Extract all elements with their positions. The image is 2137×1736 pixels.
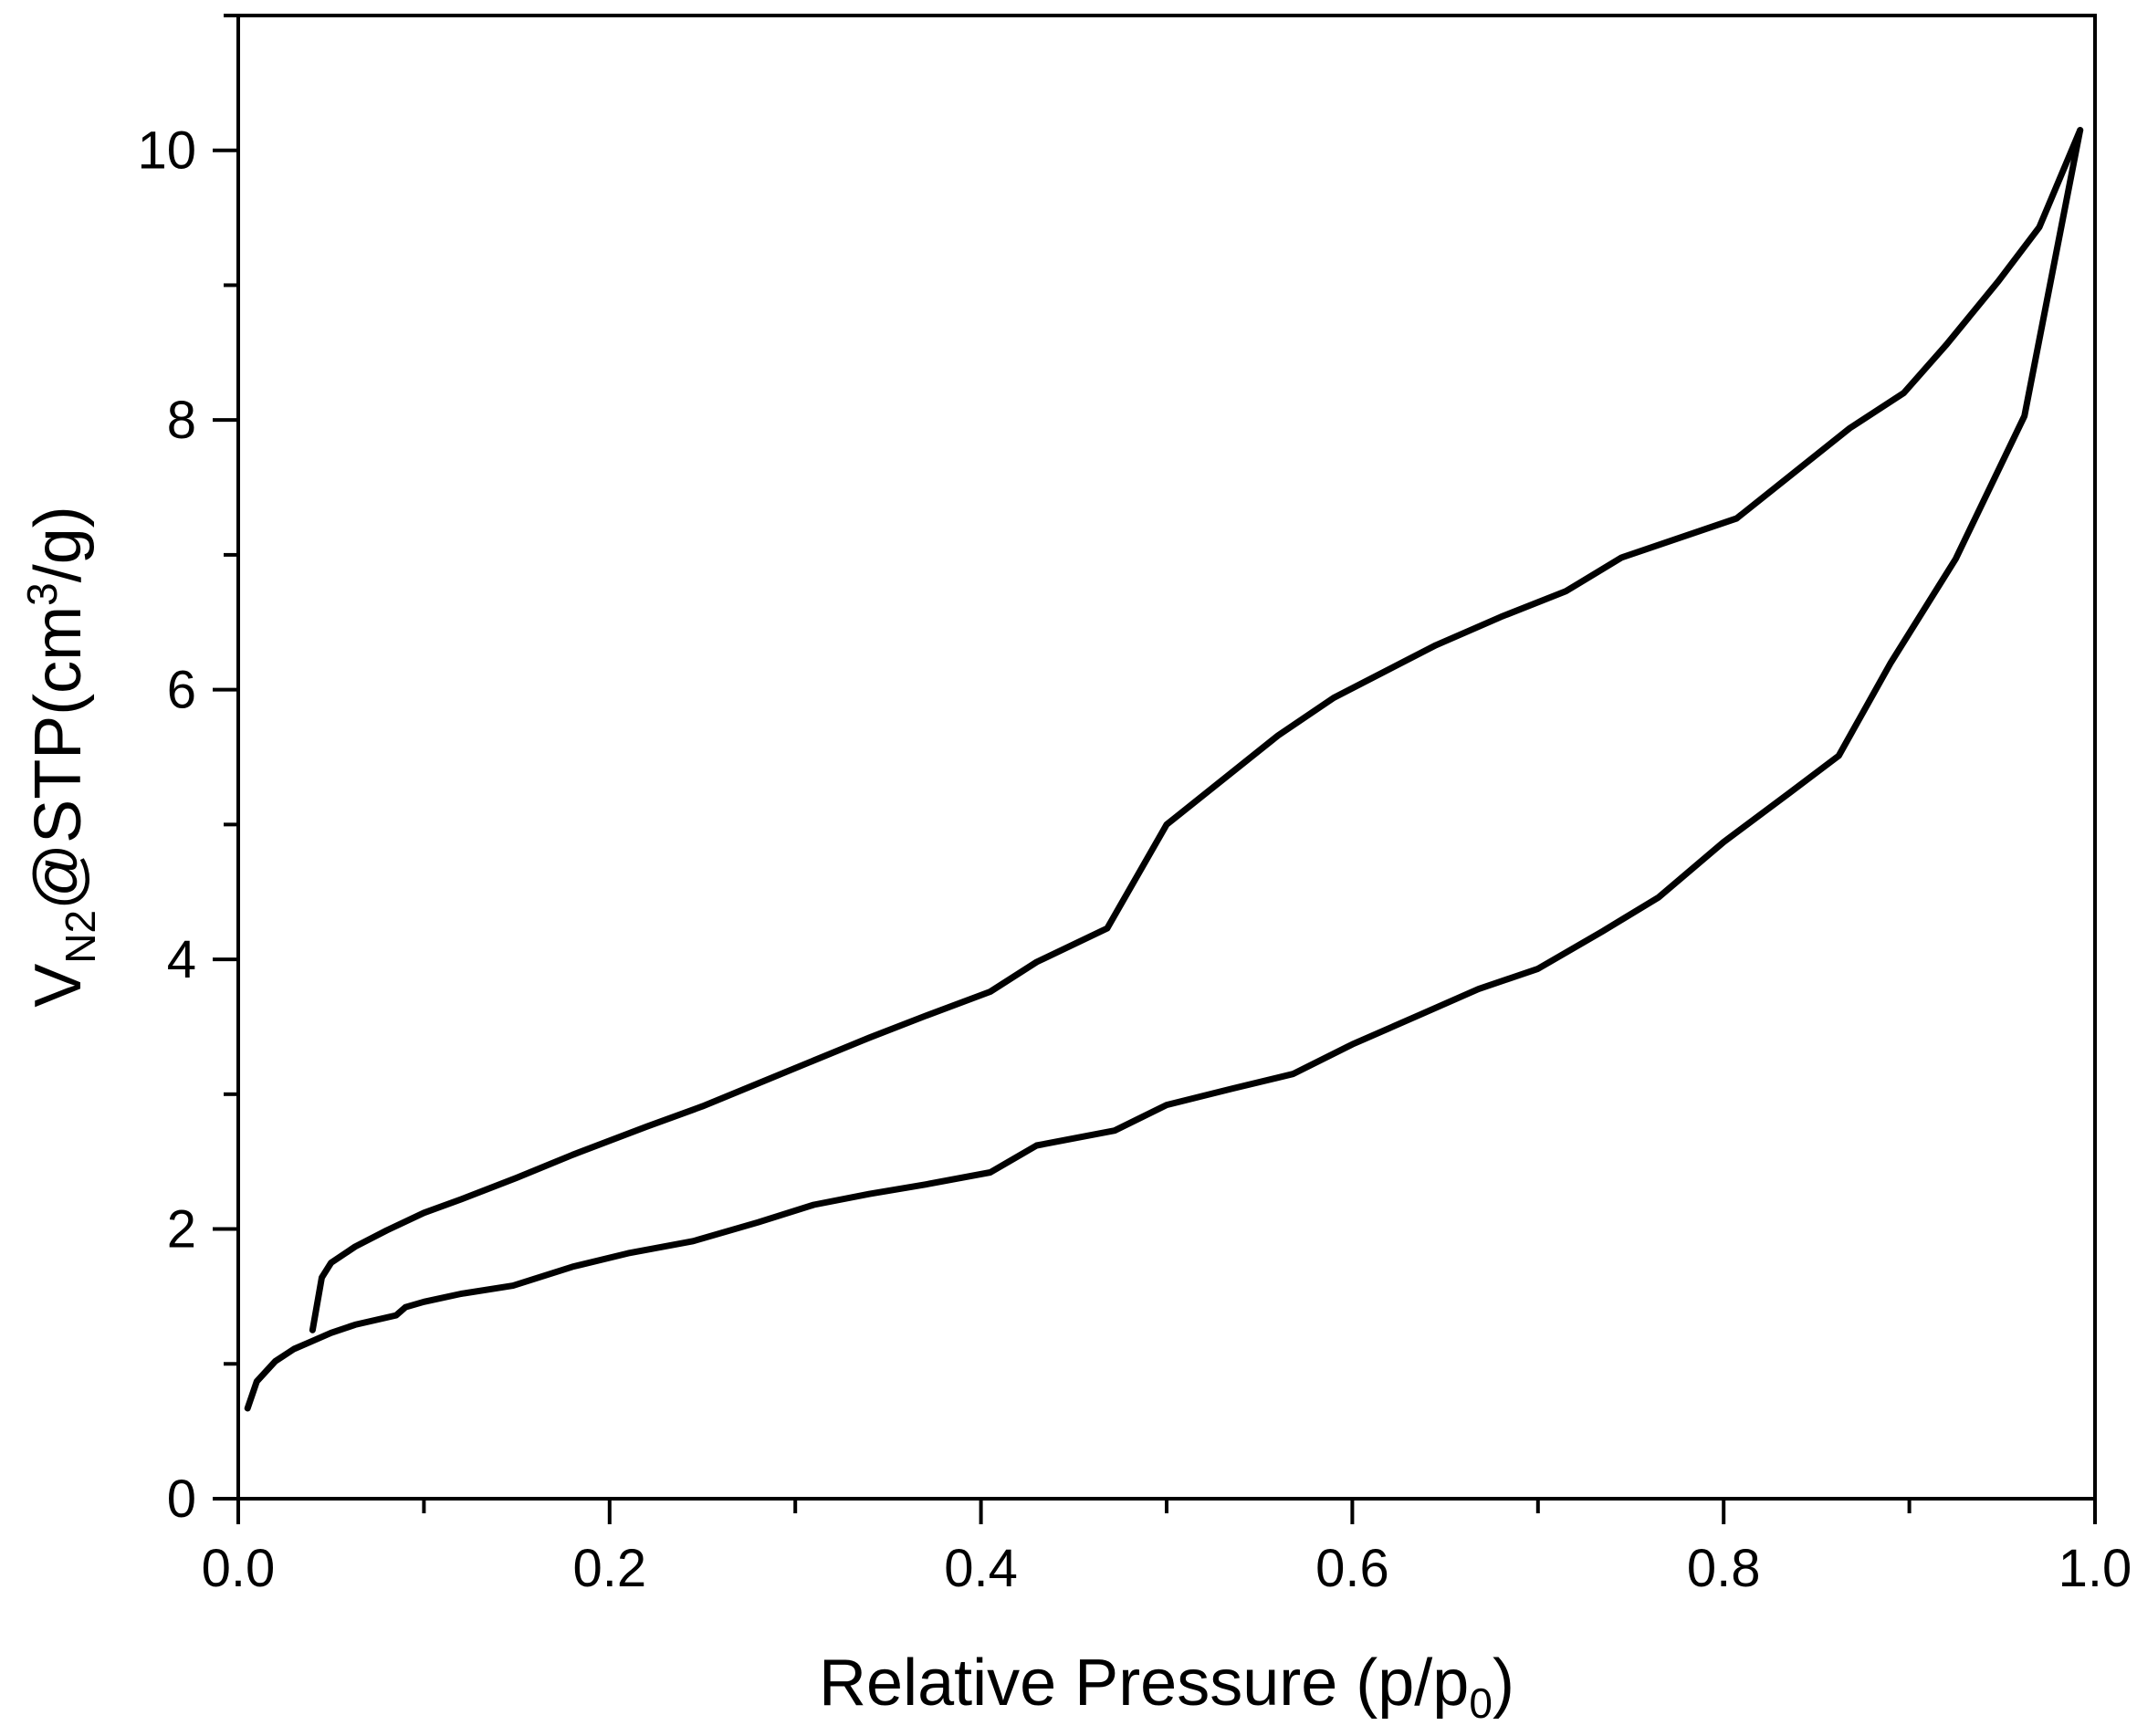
x-tick-label: 0.6 [1315, 1539, 1389, 1598]
x-axis-title: Relative Pressure (p/p0) [819, 1647, 1514, 1727]
adsorption-curve [244, 127, 2084, 1412]
series-group [244, 127, 2084, 1412]
desorption-curve [309, 127, 2084, 1333]
x-axis-title-main: Relative Pressure (p/p [819, 1647, 1469, 1720]
x-tick-label: 0.4 [944, 1539, 1018, 1598]
x-tick-label: 0.0 [202, 1539, 276, 1598]
x-tick-label: 0.8 [1687, 1539, 1761, 1598]
y-tick-label: 2 [167, 1200, 196, 1260]
y-tick-label: 4 [167, 930, 196, 989]
y-tick-label: 0 [167, 1469, 196, 1529]
y-tick-label: 10 [137, 121, 196, 181]
y-tick-label: 6 [167, 661, 196, 720]
y-axis-title-subscript: N2 [57, 910, 104, 964]
y-axis-title-mid: @STP(cm [22, 606, 95, 910]
y-axis-title-end: /g) [22, 506, 95, 582]
y-axis-title: VN2@STP(cm3/g) [18, 506, 104, 1008]
plot-frame [236, 14, 2097, 1501]
x-axis-title-subscript: 0 [1469, 1679, 1493, 1727]
y-axis-title-main: V [22, 964, 95, 1008]
x-tick-label: 1.0 [2058, 1539, 2132, 1598]
x-tick-label: 0.2 [572, 1539, 646, 1598]
y-axis-title-superscript: 3 [18, 582, 66, 606]
y-axis-ticks: 0 2 4 6 8 10 [137, 14, 238, 1529]
y-tick-label: 8 [167, 391, 196, 450]
x-axis-title-close: ) [1493, 1647, 1514, 1720]
x-axis-ticks: 0.0 0.2 0.4 0.6 0.8 1.0 [202, 1499, 2132, 1598]
